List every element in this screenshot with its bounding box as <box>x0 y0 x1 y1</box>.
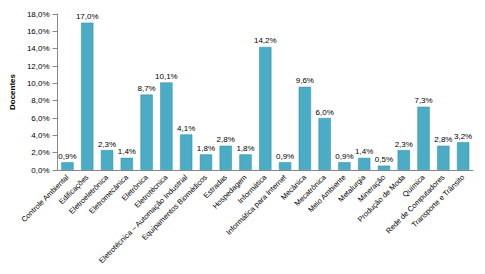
svg-text:12,0%: 12,0% <box>27 62 50 71</box>
svg-text:Meio Ambiente: Meio Ambiente <box>306 172 348 215</box>
svg-text:Química: Química <box>400 172 427 199</box>
svg-text:1,4%: 1,4% <box>355 147 373 156</box>
svg-text:1,4%: 1,4% <box>118 147 136 156</box>
svg-text:Mecânica: Mecânica <box>279 172 308 202</box>
svg-text:9,6%: 9,6% <box>296 76 314 85</box>
svg-text:1,8%: 1,8% <box>197 144 215 153</box>
svg-text:Eletrotécnica – Automação Indu: Eletrotécnica – Automação Industrial <box>97 173 190 266</box>
svg-text:Mineração: Mineração <box>356 172 388 204</box>
svg-text:17,0%: 17,0% <box>76 12 99 21</box>
svg-text:Mecatrônica: Mecatrônica <box>292 172 328 208</box>
svg-text:0,5%: 0,5% <box>375 155 393 164</box>
svg-text:Eletromecânica: Eletromecânica <box>87 172 130 216</box>
svg-text:2,8%: 2,8% <box>434 135 452 144</box>
svg-text:Hospedagem: Hospedagem <box>210 172 249 211</box>
svg-text:4,1%: 4,1% <box>177 124 195 133</box>
svg-text:Metalurgia: Metalurgia <box>336 172 368 204</box>
svg-text:2,8%: 2,8% <box>217 135 235 144</box>
svg-text:6,0%: 6,0% <box>316 108 334 117</box>
svg-text:14,2%: 14,2% <box>254 36 277 45</box>
svg-text:1,8%: 1,8% <box>236 144 254 153</box>
svg-text:Eletrônica: Eletrônica <box>119 172 150 203</box>
svg-text:3,2%: 3,2% <box>454 132 472 141</box>
svg-text:6,0%: 6,0% <box>31 114 49 123</box>
svg-text:Transporte e Trânsito: Transporte e Trânsito <box>410 173 466 229</box>
svg-text:10,0%: 10,0% <box>27 79 50 88</box>
svg-text:Estradas: Estradas <box>201 172 229 201</box>
svg-text:2,3%: 2,3% <box>395 140 413 149</box>
svg-text:Docentes: Docentes <box>8 73 17 110</box>
svg-text:0,9%: 0,9% <box>335 152 353 161</box>
svg-text:8,7%: 8,7% <box>137 84 155 93</box>
svg-text:0,9%: 0,9% <box>276 152 294 161</box>
svg-text:0,9%: 0,9% <box>58 152 76 161</box>
svg-text:18,0%: 18,0% <box>27 10 50 19</box>
svg-text:10,1%: 10,1% <box>155 72 178 81</box>
svg-text:Eletroeletrônica: Eletroeletrônica <box>67 172 111 216</box>
svg-text:Produção de Moda: Produção de Moda <box>355 172 407 224</box>
svg-text:Rede de Computadores: Rede de Computadores <box>384 172 447 236</box>
svg-text:7,3%: 7,3% <box>414 96 432 105</box>
svg-text:8,0%: 8,0% <box>31 96 49 105</box>
svg-text:4,0%: 4,0% <box>31 131 49 140</box>
svg-text:16,0%: 16,0% <box>27 27 50 36</box>
svg-text:Equipamentos Biomédicos: Equipamentos Biomédicos <box>140 173 209 242</box>
svg-text:2,0%: 2,0% <box>31 148 49 157</box>
svg-text:Controle Ambiental: Controle Ambiental <box>19 172 71 224</box>
svg-text:Edificações: Edificações <box>57 172 91 207</box>
svg-text:14,0%: 14,0% <box>27 44 50 53</box>
svg-text:0,0%: 0,0% <box>31 166 49 175</box>
svg-text:Informática para Internet: Informática para Internet <box>224 172 289 237</box>
svg-text:2,3%: 2,3% <box>98 140 116 149</box>
